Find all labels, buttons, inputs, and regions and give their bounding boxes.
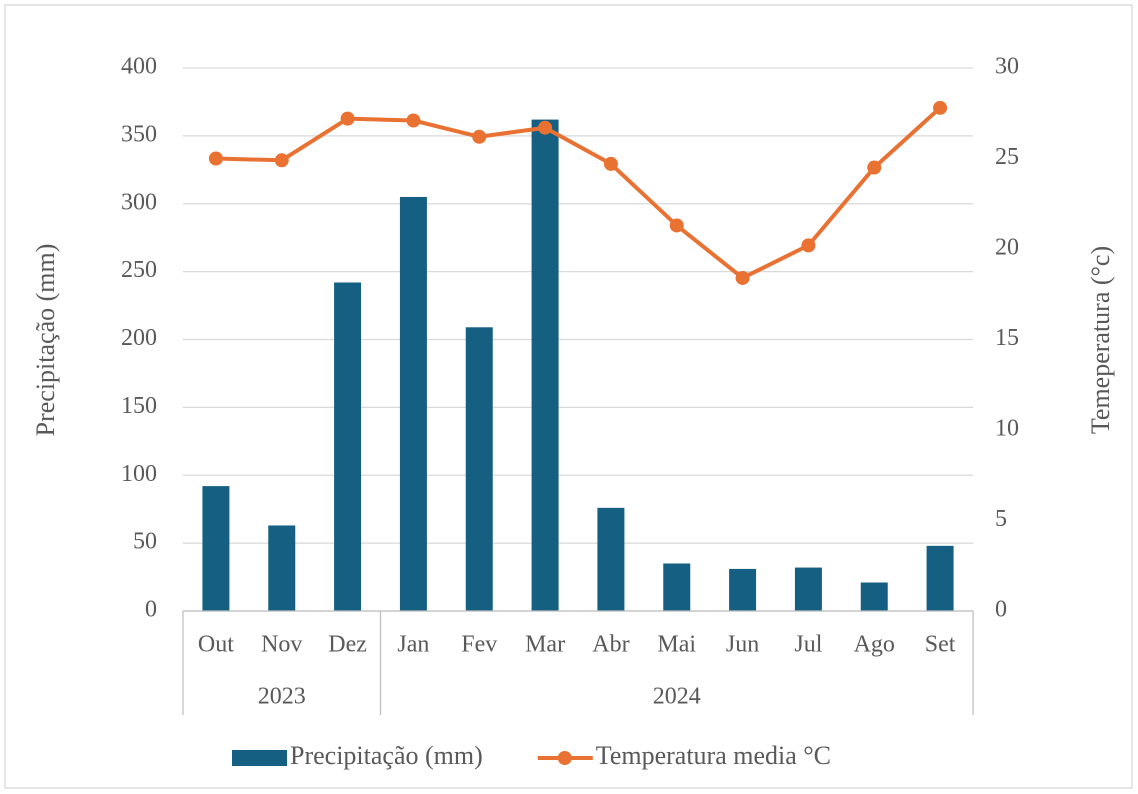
y-tick-label: 200 bbox=[121, 325, 157, 351]
line-marker bbox=[801, 238, 816, 253]
y2-axis-title: Temeperatura (°c) bbox=[1086, 246, 1115, 434]
x-tick-label: Fev bbox=[461, 632, 497, 658]
legend-label: Precipitação (mm) bbox=[290, 741, 483, 770]
y-tick-label: 150 bbox=[121, 393, 157, 419]
bar bbox=[334, 282, 362, 611]
y-tick-label: 50 bbox=[133, 529, 157, 555]
y2-tick-label: 30 bbox=[995, 54, 1019, 80]
bar bbox=[794, 567, 822, 611]
bar bbox=[202, 486, 230, 611]
y-tick-label: 350 bbox=[121, 121, 157, 147]
x-tick-label: Abr bbox=[592, 632, 629, 658]
line-marker bbox=[669, 218, 684, 233]
x-tick-label: Mai bbox=[657, 632, 696, 658]
line-marker bbox=[208, 151, 223, 166]
y-tick-label: 400 bbox=[121, 54, 157, 80]
bar bbox=[268, 525, 296, 611]
y-tick-label: 300 bbox=[121, 189, 157, 215]
x-tick-label: Jul bbox=[794, 632, 822, 658]
bar bbox=[399, 196, 427, 611]
x-tick-label: Jun bbox=[726, 632, 759, 658]
line-marker bbox=[735, 270, 750, 285]
line-marker bbox=[538, 120, 553, 135]
bar bbox=[597, 507, 625, 611]
x-tick-label: Dez bbox=[328, 632, 367, 658]
bar bbox=[926, 545, 954, 611]
bar bbox=[531, 119, 559, 612]
x-tick-label: Jan bbox=[397, 632, 429, 658]
line-marker bbox=[933, 100, 948, 115]
y-tick-label: 250 bbox=[121, 257, 157, 283]
y2-tick-label: 25 bbox=[995, 144, 1019, 170]
bar bbox=[465, 327, 493, 611]
line-marker bbox=[603, 156, 618, 171]
y2-tick-label: 5 bbox=[995, 506, 1007, 532]
legend-marker bbox=[557, 751, 572, 765]
chart-border bbox=[4, 4, 1133, 789]
x-tick-label: Nov bbox=[261, 632, 302, 658]
y2-tick-label: 20 bbox=[995, 235, 1019, 261]
bar bbox=[663, 563, 691, 611]
x-tick-label: Ago bbox=[854, 632, 895, 658]
line-marker bbox=[867, 160, 882, 175]
y2-tick-label: 15 bbox=[995, 325, 1019, 351]
bar bbox=[729, 568, 757, 611]
bar bbox=[860, 582, 888, 611]
x-tick-label: Set bbox=[925, 632, 956, 658]
y-tick-label: 100 bbox=[121, 461, 157, 487]
legend-label: Temperatura media °C bbox=[596, 741, 831, 770]
x-tick-label: Out bbox=[198, 632, 234, 658]
x-tick-label: Mar bbox=[525, 632, 565, 658]
line bbox=[215, 106, 942, 280]
group-label: 2024 bbox=[653, 684, 701, 710]
line-marker bbox=[472, 129, 487, 144]
y2-tick-label: 10 bbox=[995, 416, 1019, 442]
y-axis-title: Precipitação (mm) bbox=[31, 244, 60, 437]
line-marker bbox=[406, 113, 421, 128]
legend-swatch bbox=[232, 750, 287, 766]
y-tick-label: 0 bbox=[145, 597, 157, 623]
group-label: 2023 bbox=[258, 684, 306, 710]
line-marker bbox=[340, 111, 355, 126]
y2-tick-label: 0 bbox=[995, 597, 1007, 623]
line-marker bbox=[274, 153, 289, 168]
